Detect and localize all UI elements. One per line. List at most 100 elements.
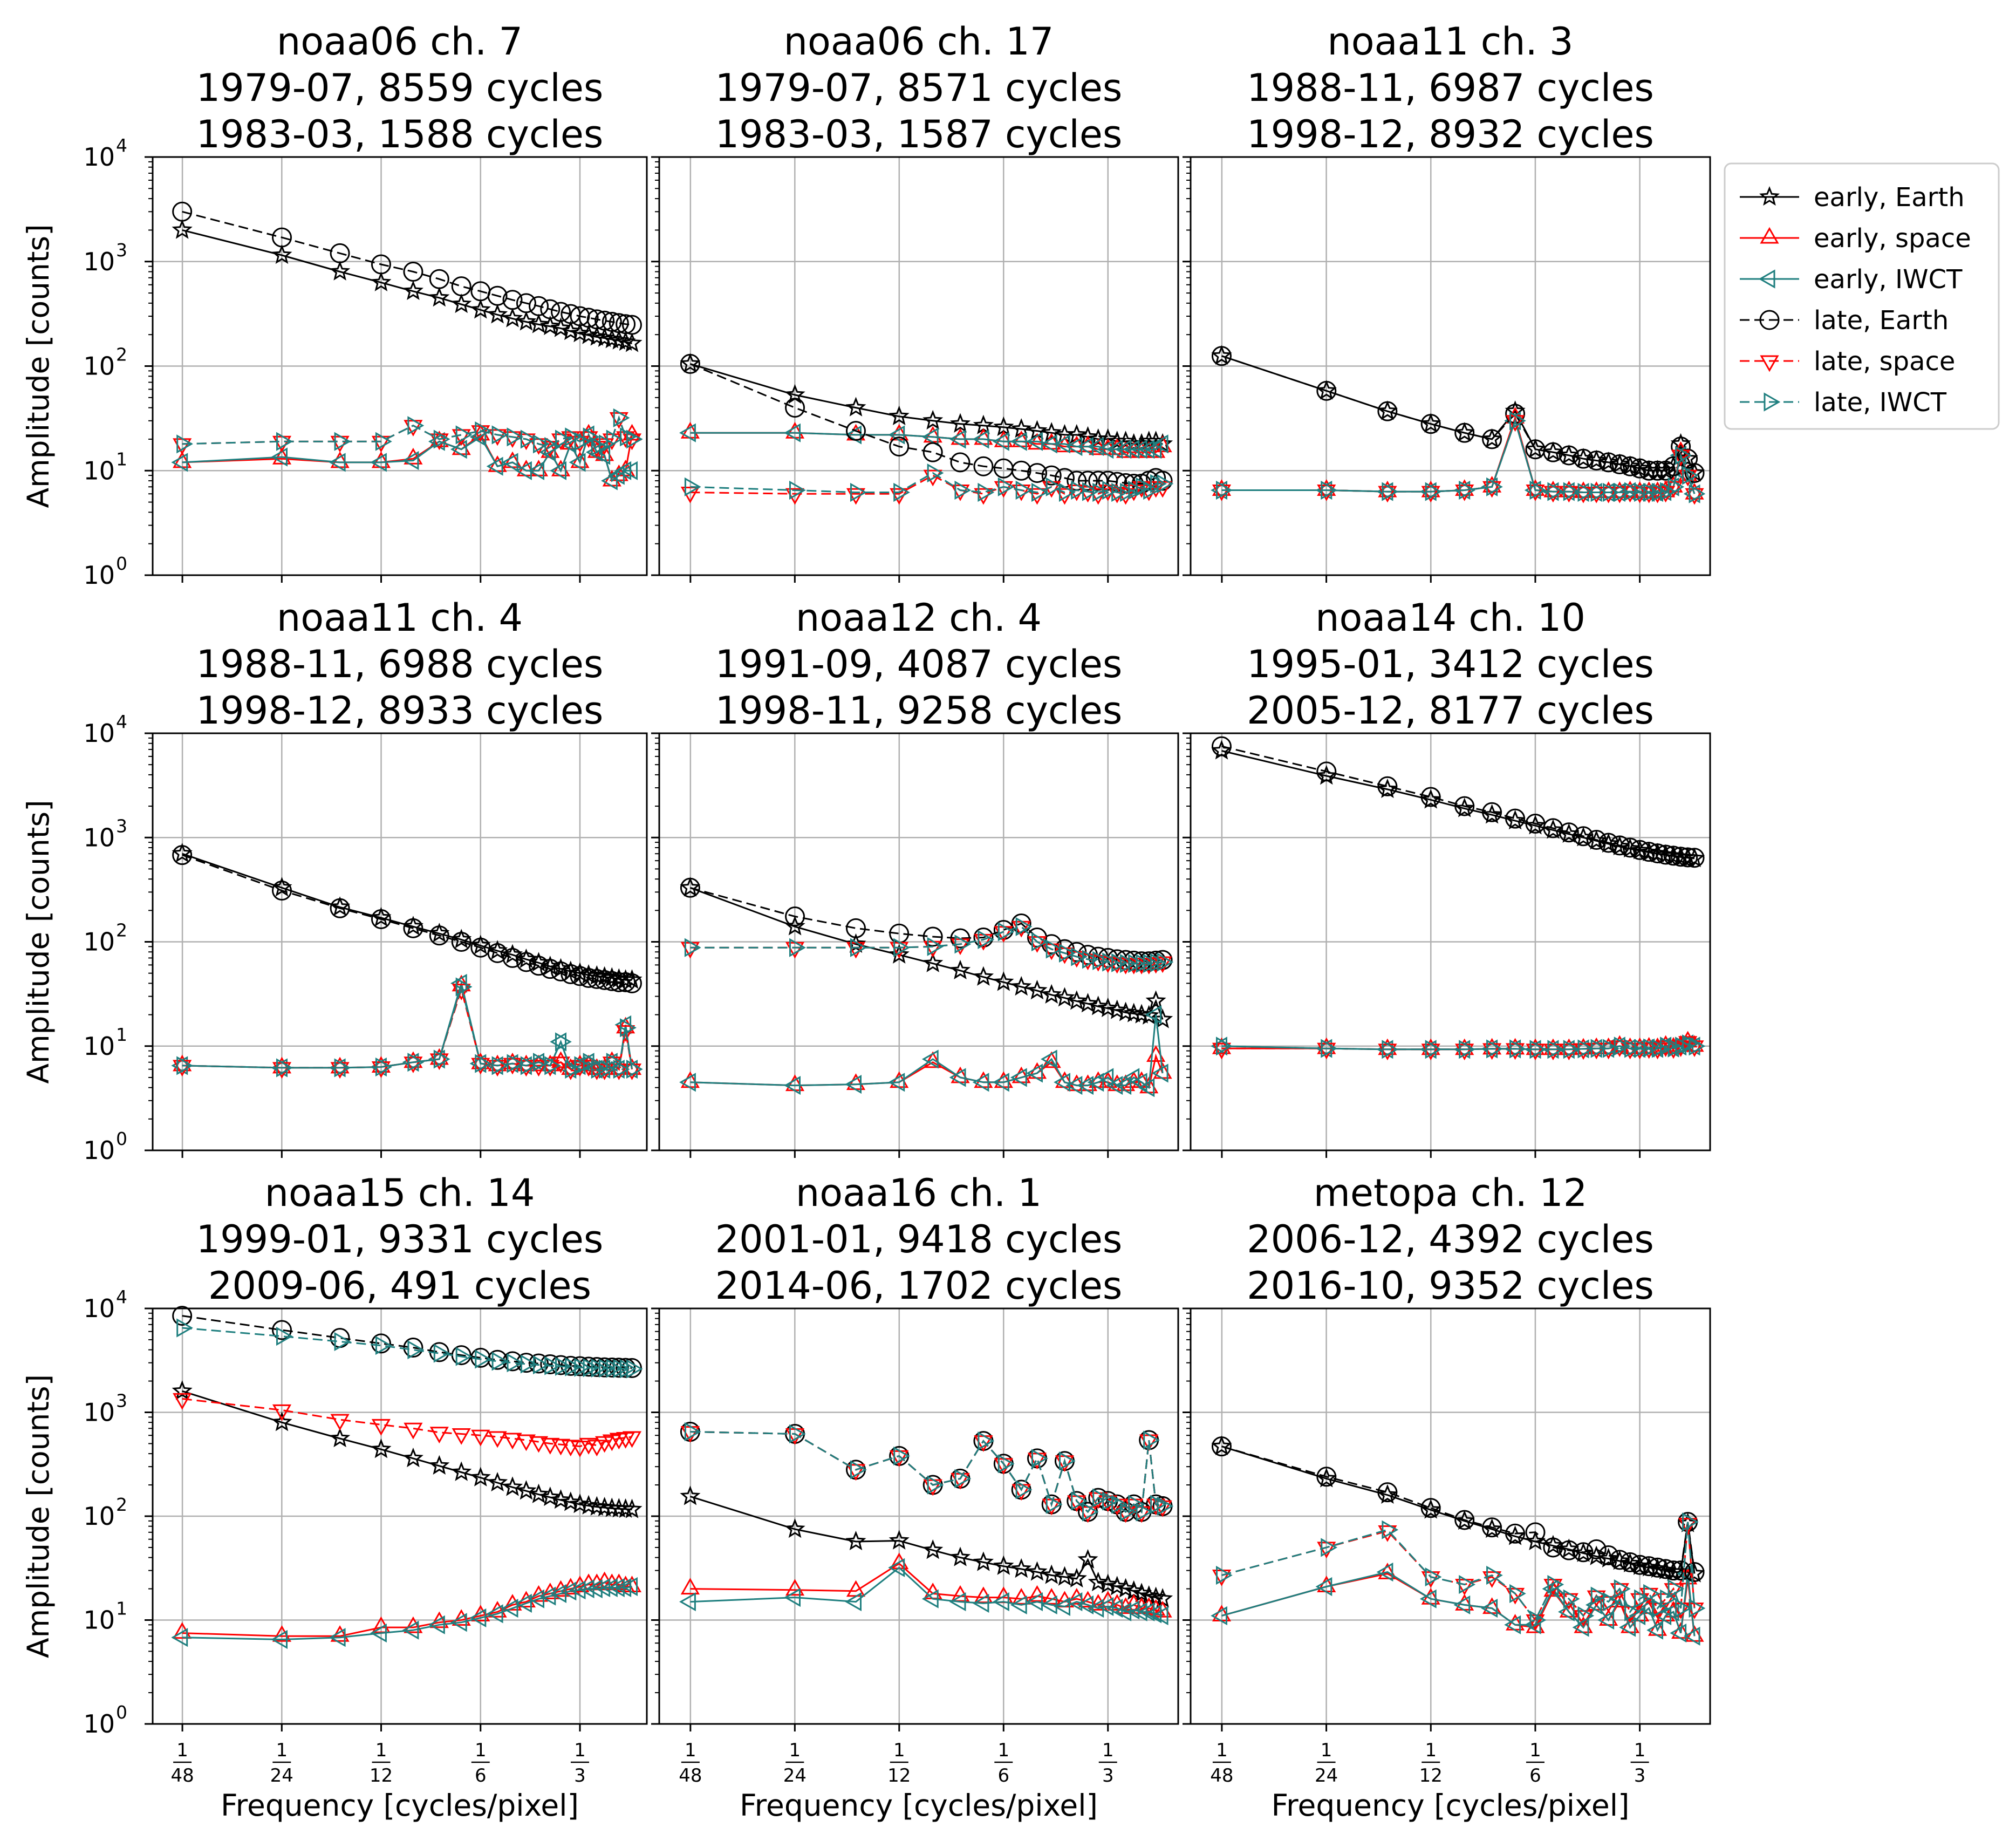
legend-entry-label: late, Earth [1814,305,1949,336]
data-point [921,1049,939,1069]
data-point [502,947,523,968]
data-point [1639,1556,1659,1577]
series-line [182,1586,632,1641]
subplot-title-line: 2014-06, 1702 cycles [715,1264,1123,1308]
data-point [550,461,566,480]
data-point [1027,979,1048,1000]
data-point [950,928,971,949]
data-point [1598,833,1619,853]
data-point [1643,1584,1660,1603]
data-point [516,952,536,972]
data-point [433,429,450,449]
data-point [515,461,532,480]
data-point [1525,1522,1546,1543]
data-point [1010,1068,1027,1087]
data-point [1211,1435,1232,1455]
subplot-title-line: noaa14 ch. 10 [1315,596,1586,640]
data-point [1097,997,1118,1018]
data-point [1087,1073,1104,1092]
data-point [334,432,351,451]
x-axis-label: Frequency [cycles/pixel] [1271,1788,1629,1823]
data-point [1216,480,1233,500]
data-point [540,1354,561,1374]
data-point [1066,990,1087,1010]
data-point [1563,1040,1580,1059]
subplot-title-line: noaa06 ch. 17 [784,19,1054,64]
data-point [1634,1589,1651,1608]
data-point [470,1347,491,1368]
x-tick-denominator: 24 [1315,1765,1338,1787]
y-tick-exponent: 0 [116,553,127,574]
data-point [1130,1073,1147,1092]
data-point [1321,1538,1338,1557]
y-tick-exponent: 1 [116,1598,127,1619]
data-point [469,1608,487,1627]
data-point [271,244,292,264]
data-point [927,463,944,483]
y-axis-label: Amplitude [counts] [21,1374,56,1658]
data-point [429,925,449,946]
data-point [404,1422,423,1440]
data-point [993,971,1014,991]
data-point [1525,438,1546,458]
data-point [1316,380,1337,401]
data-point [1459,1575,1476,1594]
series-line [690,1431,1163,1514]
y-tick-label: 10 [83,561,115,590]
data-point [578,968,599,988]
data-point [1157,952,1174,972]
data-point [1377,1484,1398,1504]
data-point [540,959,561,979]
data-point [1557,1602,1575,1621]
data-point [276,432,293,451]
data-point [486,1604,503,1624]
data-point [1454,422,1475,442]
data-point [334,1058,351,1078]
data-point [559,1581,577,1601]
data-point [927,937,944,956]
data-point [507,427,524,447]
data-point [1077,993,1098,1013]
series-line [690,432,1164,451]
data-point [1486,477,1503,496]
data-point [176,434,193,454]
y-tick-exponent: 0 [116,1128,127,1149]
data-point [1525,815,1546,835]
data-point [1145,990,1166,1010]
data-point [455,1347,473,1366]
series-line [690,474,1163,495]
data-point [1377,776,1398,796]
data-point [1321,480,1338,500]
data-point [1454,1510,1475,1530]
data-point [371,254,391,275]
data-point [574,1056,591,1075]
y-tick-exponent: 1 [116,1024,127,1045]
legend-marker [1759,310,1780,330]
data-point [1420,413,1441,433]
data-point [1031,482,1048,502]
data-point [1011,976,1032,996]
data-point [488,1431,507,1448]
x-tick-denominator: 48 [1210,1765,1233,1787]
data-point [1509,1039,1526,1059]
data-point [1509,1584,1526,1603]
data-point [1026,432,1043,451]
data-point [1151,434,1168,454]
y-tick-label: 10 [83,823,115,852]
data-point [501,1599,518,1618]
data-point [371,1438,392,1458]
data-point [528,313,549,333]
data-point [1671,1560,1691,1581]
data-point [1316,1467,1337,1487]
data-point [330,896,351,916]
data-point [1145,1604,1162,1624]
data-point [1316,765,1337,785]
data-point [1547,482,1564,501]
data-point [978,1431,995,1451]
data-point [679,423,696,442]
data-point [1614,1037,1631,1056]
x-tick-denominator: 3 [574,1765,586,1787]
data-point [626,1060,643,1079]
